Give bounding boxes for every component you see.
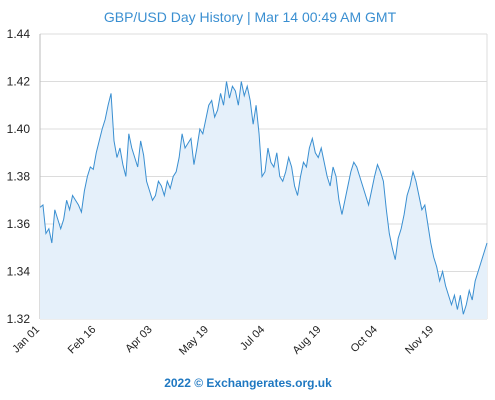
y-tick-label: 1.36 [7,217,31,231]
y-axis-ticks: 1.32 1.34 1.36 1.38 1.40 1.42 1.44 [7,27,31,326]
x-tick-label: Jul 04 [238,324,267,353]
y-tick-label: 1.40 [7,122,31,136]
y-tick-label: 1.32 [7,312,31,326]
x-tick-label: Apr 03 [123,324,154,355]
y-tick-label: 1.38 [7,170,31,184]
y-tick-label: 1.42 [7,75,31,89]
series-line [39,81,488,315]
x-tick-label: Jan 01 [10,324,42,356]
footer-credit: 2022 © Exchangerates.org.uk [164,376,332,390]
x-tick-label: Aug 19 [290,324,323,357]
x-tick-label: May 19 [177,324,211,358]
chart-title: GBP/USD Day History | Mar 14 00:49 AM GM… [104,9,397,25]
series-area [39,81,488,319]
x-tick-label: Oct 04 [349,324,380,355]
y-tick-label: 1.34 [7,265,31,279]
x-tick-label: Feb 16 [66,324,99,357]
series-fill [40,81,487,319]
x-tick-label: Nov 19 [403,324,436,357]
y-tick-label: 1.44 [7,27,31,41]
x-axis-ticks: Jan 01 Feb 16 Apr 03 May 19 Jul 04 Aug 19 Oct … [10,324,436,358]
